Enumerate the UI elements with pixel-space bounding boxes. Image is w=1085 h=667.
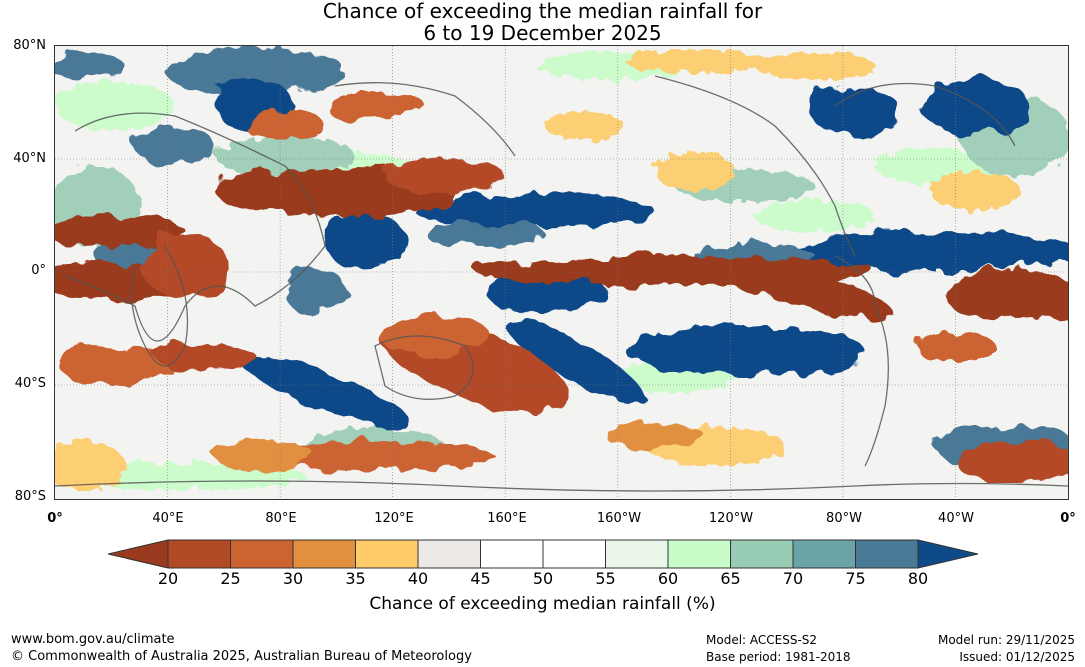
title-line-2: 6 to 19 December 2025 — [423, 21, 662, 45]
lon-label-160e: 160°E — [487, 511, 527, 526]
colorbar-segments — [108, 539, 978, 569]
colorbar-tick-label: 40 — [407, 569, 429, 588]
footer-dates: Model run: 29/11/2025 Issued: 01/12/2025 — [938, 632, 1075, 666]
colorbar-label: Chance of exceeding median rainfall (%) — [369, 594, 716, 614]
footer-url: www.bom.gov.au/climate — [11, 632, 175, 647]
colorbar-segment — [605, 539, 669, 569]
colorbar-arrow-low — [108, 539, 169, 569]
colorbar-segment — [730, 539, 794, 569]
colorbar-tick-label: 45 — [470, 569, 491, 588]
colorbar-tick-label: 75 — [845, 569, 866, 588]
lon-label-40w: 40°W — [938, 511, 974, 526]
coastlines — [55, 75, 1068, 492]
rainfall-probability-map — [54, 45, 1069, 500]
footer-issued: Issued: 01/12/2025 — [959, 650, 1075, 664]
colorbar-tick-label: 55 — [595, 569, 616, 588]
map-title: Chance of exceeding the median rainfall … — [0, 0, 1085, 44]
footer-left: www.bom.gov.au/climate © Commonwealth of… — [11, 631, 472, 665]
colorbar-tick-label: 70 — [782, 569, 804, 588]
lon-label-160w: 160°W — [596, 511, 642, 526]
lat-label-80n: 80°N — [13, 38, 46, 53]
dry-anomaly-layer — [55, 90, 1068, 483]
lon-label-80e: 80°E — [265, 511, 297, 526]
colorbar — [108, 539, 978, 569]
colorbar-tick-label: 65 — [720, 569, 741, 588]
lon-label-120e: 120°E — [374, 511, 414, 526]
colorbar-tick-label: 20 — [157, 569, 179, 588]
colorbar-segment — [792, 539, 856, 569]
title-line-1: Chance of exceeding the median rainfall … — [322, 0, 763, 23]
footer-copyright: © Commonwealth of Australia 2025, Austra… — [11, 649, 472, 664]
colorbar-segment — [855, 539, 919, 569]
colorbar-segment — [542, 539, 606, 569]
lon-label-0-left: 0° — [47, 511, 63, 526]
lat-label-40s: 40°S — [14, 376, 46, 391]
lon-label-40e: 40°E — [152, 511, 184, 526]
lon-label-120w: 120°W — [708, 511, 754, 526]
colorbar-tick-label: 60 — [657, 569, 679, 588]
lon-label-0-right: 0° — [1060, 511, 1076, 526]
footer-base-period: Base period: 1981-2018 — [706, 650, 851, 664]
lat-label-40n: 40°N — [13, 151, 46, 166]
colorbar-tick-label: 50 — [532, 569, 554, 588]
colorbar-tick-label: 25 — [220, 569, 241, 588]
lon-label-80w: 80°W — [826, 511, 862, 526]
colorbar-segment — [292, 539, 356, 569]
colorbar-segment — [167, 539, 231, 569]
colorbar-segment — [355, 539, 419, 569]
colorbar-tick-label: 35 — [345, 569, 366, 588]
colorbar-segment — [480, 539, 544, 569]
colorbar-segment — [667, 539, 731, 569]
colorbar-arrow-high — [917, 539, 978, 569]
footer-model-run: Model run: 29/11/2025 — [937, 633, 1075, 647]
colorbar-segment — [230, 539, 294, 569]
colorbar-tick-label: 30 — [282, 569, 304, 588]
lat-label-80s: 80°S — [14, 489, 46, 504]
graticule — [55, 46, 1068, 499]
colorbar-tick-label: 80 — [907, 569, 929, 588]
footer-model: Model: ACCESS-S2 — [706, 633, 818, 647]
colorbar-segment — [417, 539, 481, 569]
lat-label-0: 0° — [31, 263, 46, 278]
map-canvas — [55, 46, 1068, 499]
footer-model-info: Model: ACCESS-S2 Base period: 1981-2018 — [706, 632, 851, 666]
